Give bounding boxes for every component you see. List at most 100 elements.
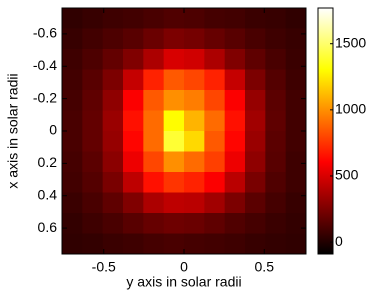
- heatmap-cell: [204, 131, 226, 152]
- heatmap-cell: [204, 192, 226, 214]
- heatmap-cell: [102, 49, 124, 70]
- heatmap-cell: [123, 172, 144, 193]
- heatmap-cell: [245, 151, 266, 173]
- heatmap-cell: [143, 192, 165, 214]
- y-tick-label: 0: [49, 122, 57, 138]
- heatmap-cell: [245, 28, 266, 50]
- heatmap-cell: [123, 49, 144, 70]
- heatmap-cell: [265, 172, 287, 193]
- heatmap-cell: [102, 192, 124, 214]
- heatmap-cell: [62, 69, 83, 91]
- heatmap-cell: [265, 213, 287, 234]
- heatmap-cell: [245, 8, 266, 29]
- heatmap-cell: [265, 233, 287, 255]
- colorbar-tick-label: 1500: [335, 34, 366, 50]
- heatmap-cell: [102, 233, 124, 255]
- heatmap-cell: [224, 49, 246, 70]
- heatmap-cell: [285, 49, 307, 70]
- heatmap-cell: [245, 213, 266, 234]
- heatmap-cell: [204, 110, 226, 132]
- heatmap-cell: [285, 213, 307, 234]
- heatmap-cell: [265, 28, 287, 50]
- heatmap-cell: [265, 131, 287, 152]
- heatmap-cell: [184, 28, 205, 50]
- heatmap-cell: [285, 69, 307, 91]
- heatmap-cell: [163, 110, 185, 132]
- y-tick-label: 0.4: [38, 186, 58, 202]
- heatmap-cell: [143, 69, 165, 91]
- heatmap-cell: [62, 131, 83, 152]
- heatmap-cell: [265, 49, 287, 70]
- heatmap-cell: [82, 192, 104, 214]
- heatmap-cell: [82, 8, 104, 29]
- heatmap-cells: [62, 8, 307, 255]
- heatmap-cell: [265, 110, 287, 132]
- heatmap-cell: [123, 28, 144, 50]
- heatmap-cell: [224, 28, 246, 50]
- heatmap-cell: [82, 233, 104, 255]
- heatmap-cell: [184, 8, 205, 29]
- heatmap-cell: [204, 90, 226, 111]
- heatmap-cell: [123, 8, 144, 29]
- heatmap-cell: [82, 69, 104, 91]
- heatmap-cell: [123, 151, 144, 173]
- heatmap-cell: [143, 151, 165, 173]
- heatmap-cell: [245, 110, 266, 132]
- heatmap-cell: [204, 69, 226, 91]
- heatmap-cell: [285, 131, 307, 152]
- heatmap-cell: [184, 110, 205, 132]
- heatmap-cell: [204, 233, 226, 255]
- heatmap-cell: [204, 172, 226, 193]
- heatmap-cell: [265, 8, 287, 29]
- heatmap-cell: [62, 151, 83, 173]
- heatmap-cell: [285, 110, 307, 132]
- heatmap-cell: [62, 213, 83, 234]
- heatmap-cell: [102, 28, 124, 50]
- heatmap-cell: [204, 213, 226, 234]
- heatmap-cell: [224, 110, 246, 132]
- heatmap-cell: [163, 151, 185, 173]
- heatmap-cell: [143, 28, 165, 50]
- heatmap-cell: [163, 8, 185, 29]
- heatmap-cell: [143, 8, 165, 29]
- heatmap-cell: [102, 131, 124, 152]
- heatmap-cell: [285, 151, 307, 173]
- heatmap-cell: [285, 172, 307, 193]
- heatmap-cell: [204, 151, 226, 173]
- heatmap-cell: [82, 172, 104, 193]
- heatmap-cell: [102, 110, 124, 132]
- heatmap-cell: [245, 233, 266, 255]
- heatmap-cell: [82, 151, 104, 173]
- colorbar: [317, 7, 334, 255]
- heatmap-cell: [184, 192, 205, 214]
- y-tick-label: 0.2: [38, 154, 58, 170]
- heatmap-cell: [123, 90, 144, 111]
- heatmap-cell: [245, 49, 266, 70]
- heatmap-cell: [102, 90, 124, 111]
- heatmap-cell: [62, 233, 83, 255]
- colorbar-tick-label: 1000: [335, 101, 366, 117]
- heatmap-cell: [224, 213, 246, 234]
- heatmap-cell: [62, 8, 83, 29]
- heatmap-cell: [184, 69, 205, 91]
- heatmap-cell: [143, 90, 165, 111]
- colorbar-tick-label: 0: [335, 233, 343, 249]
- heatmap-cell: [163, 192, 185, 214]
- heatmap-cell: [184, 213, 205, 234]
- heatmap-cell: [102, 213, 124, 234]
- heatmap-cell: [102, 151, 124, 173]
- heatmap-cell: [163, 28, 185, 50]
- heatmap-cell: [62, 192, 83, 214]
- heatmap-cell: [62, 110, 83, 132]
- heatmap-cell: [184, 233, 205, 255]
- heatmap-cell: [245, 192, 266, 214]
- heatmap-cell: [62, 90, 83, 111]
- heatmap-cell: [82, 110, 104, 132]
- heatmap-cell: [265, 90, 287, 111]
- heatmap-cell: [163, 69, 185, 91]
- heatmap-cell: [224, 192, 246, 214]
- heatmap-cell: [143, 233, 165, 255]
- y-tick-label: -0.2: [33, 89, 57, 105]
- heatmap-cell: [285, 233, 307, 255]
